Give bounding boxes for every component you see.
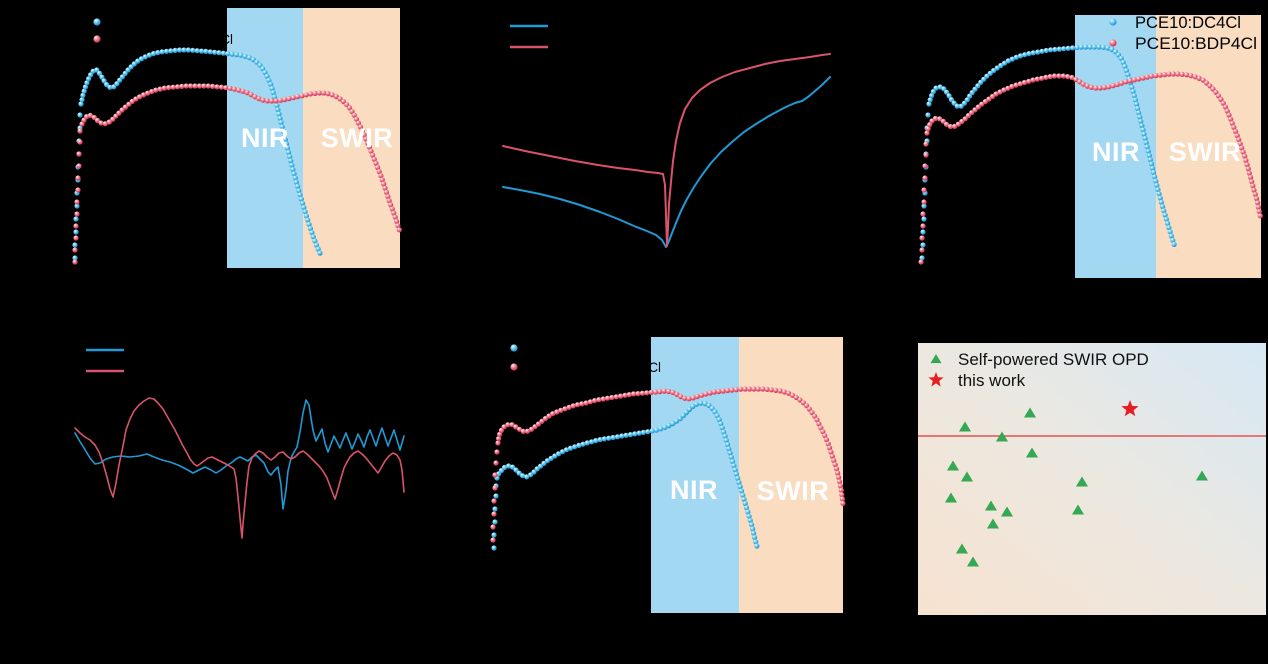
legend-star-icon (928, 372, 944, 387)
line-series-blue (502, 76, 831, 248)
legend-marker (93, 35, 101, 43)
nir-band-label-e: NIR (670, 475, 718, 505)
line-series-red (502, 53, 831, 247)
legend-label-a-red: PCE10:BDP4Cl (140, 31, 233, 47)
legend-marker (1109, 39, 1117, 47)
literature-point (1023, 407, 1037, 418)
band-nir (1075, 15, 1156, 278)
panel-e-graphics (490, 337, 846, 613)
series-red (918, 71, 1263, 265)
panel-d: PCE10:DC4Cl PCE10:BDP4Cl (74, 342, 405, 539)
legend-label-d-red: PCE10:BDP4Cl (132, 363, 230, 379)
legend-label-c-blue: PCE10:DC4Cl (1135, 13, 1241, 32)
legend-triangle-icon (930, 354, 942, 364)
legend-label-d-blue: PCE10:DC4Cl (132, 342, 221, 358)
literature-point (960, 471, 974, 482)
panel-f: Self-powered SWIR OPD this work (918, 343, 1266, 615)
legend-marker (510, 344, 518, 352)
literature-point (944, 492, 958, 503)
series-blue (72, 47, 323, 261)
literature-point (966, 556, 980, 567)
legend-marker (93, 18, 101, 26)
swir-band-label-c: SWIR (1169, 137, 1242, 167)
panel-a: NIR SWIR PCE10:DC4Cl PCE10:BDP4Cl (72, 8, 402, 268)
literature-point (995, 431, 1009, 442)
nir-band-label-a: NIR (241, 123, 289, 153)
literature-point (955, 543, 969, 554)
literature-point (986, 518, 1000, 529)
line-series-blue (74, 399, 405, 510)
legend-label-e-red: PCE10:BDP4Cl (568, 359, 661, 375)
legend-label-f-literature: Self-powered SWIR OPD (958, 350, 1149, 369)
band-nir (227, 8, 303, 268)
band-swir (303, 8, 400, 268)
series-red (72, 83, 402, 265)
legend-label-b-blue: PCE10:DC4Cl (556, 18, 645, 34)
swir-band-label-a: SWIR (321, 123, 394, 153)
series-blue (491, 400, 760, 551)
literature-point (1071, 504, 1085, 515)
legend-label-e-blue: PCE10:DC4Cl (568, 340, 650, 356)
literature-point (1075, 476, 1089, 487)
panel-c-graphics (918, 15, 1263, 278)
legend-marker (1109, 18, 1117, 26)
legend-label-c-red: PCE10:BDP4Cl (1135, 34, 1257, 53)
detectivity-plot-background (918, 343, 1266, 615)
literature-point (1000, 506, 1014, 517)
band-nir (651, 337, 739, 613)
panel-f-graphics (918, 343, 1266, 615)
literature-point (946, 460, 960, 471)
panel-b: PCE10:DC4Cl PCE10:BDP4Cl (502, 18, 831, 248)
legend-label-f-thiswork: this work (958, 371, 1026, 390)
nir-band-label-c: NIR (1092, 137, 1140, 167)
this-work-star (1121, 400, 1139, 417)
literature-point (1025, 447, 1039, 458)
panel-d-graphics (74, 348, 405, 539)
swir-band-label-e: SWIR (757, 476, 830, 506)
literature-point (958, 421, 972, 432)
panel-e: NIR SWIR PCE10:DC4Cl PCE10:BDP4Cl (490, 337, 846, 613)
literature-point (984, 500, 998, 511)
literature-point (1195, 470, 1209, 481)
panel-c: NIR SWIR PCE10:DC4Cl PCE10:BDP4Cl (918, 13, 1263, 278)
legend-label-a-blue: PCE10:DC4Cl (140, 14, 222, 30)
band-swir (739, 337, 843, 613)
panel-a-graphics (72, 8, 402, 268)
panel-b-graphics (502, 24, 831, 248)
line-series-red (74, 397, 405, 539)
legend-label-b-red: PCE10:BDP4Cl (556, 39, 654, 55)
legend-marker (510, 363, 518, 371)
series-red (490, 386, 846, 543)
